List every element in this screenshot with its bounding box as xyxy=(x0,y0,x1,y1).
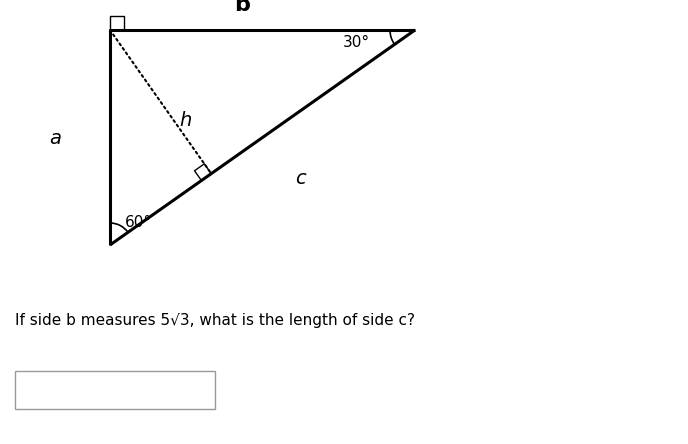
Text: c: c xyxy=(294,169,305,187)
Text: h: h xyxy=(179,111,191,130)
Text: 60°: 60° xyxy=(125,215,152,230)
Text: a: a xyxy=(49,128,61,147)
Text: b: b xyxy=(234,0,250,15)
Text: If side b measures 5√3, what is the length of side c?: If side b measures 5√3, what is the leng… xyxy=(15,313,415,328)
FancyBboxPatch shape xyxy=(15,371,215,409)
Text: 30°: 30° xyxy=(343,35,370,50)
